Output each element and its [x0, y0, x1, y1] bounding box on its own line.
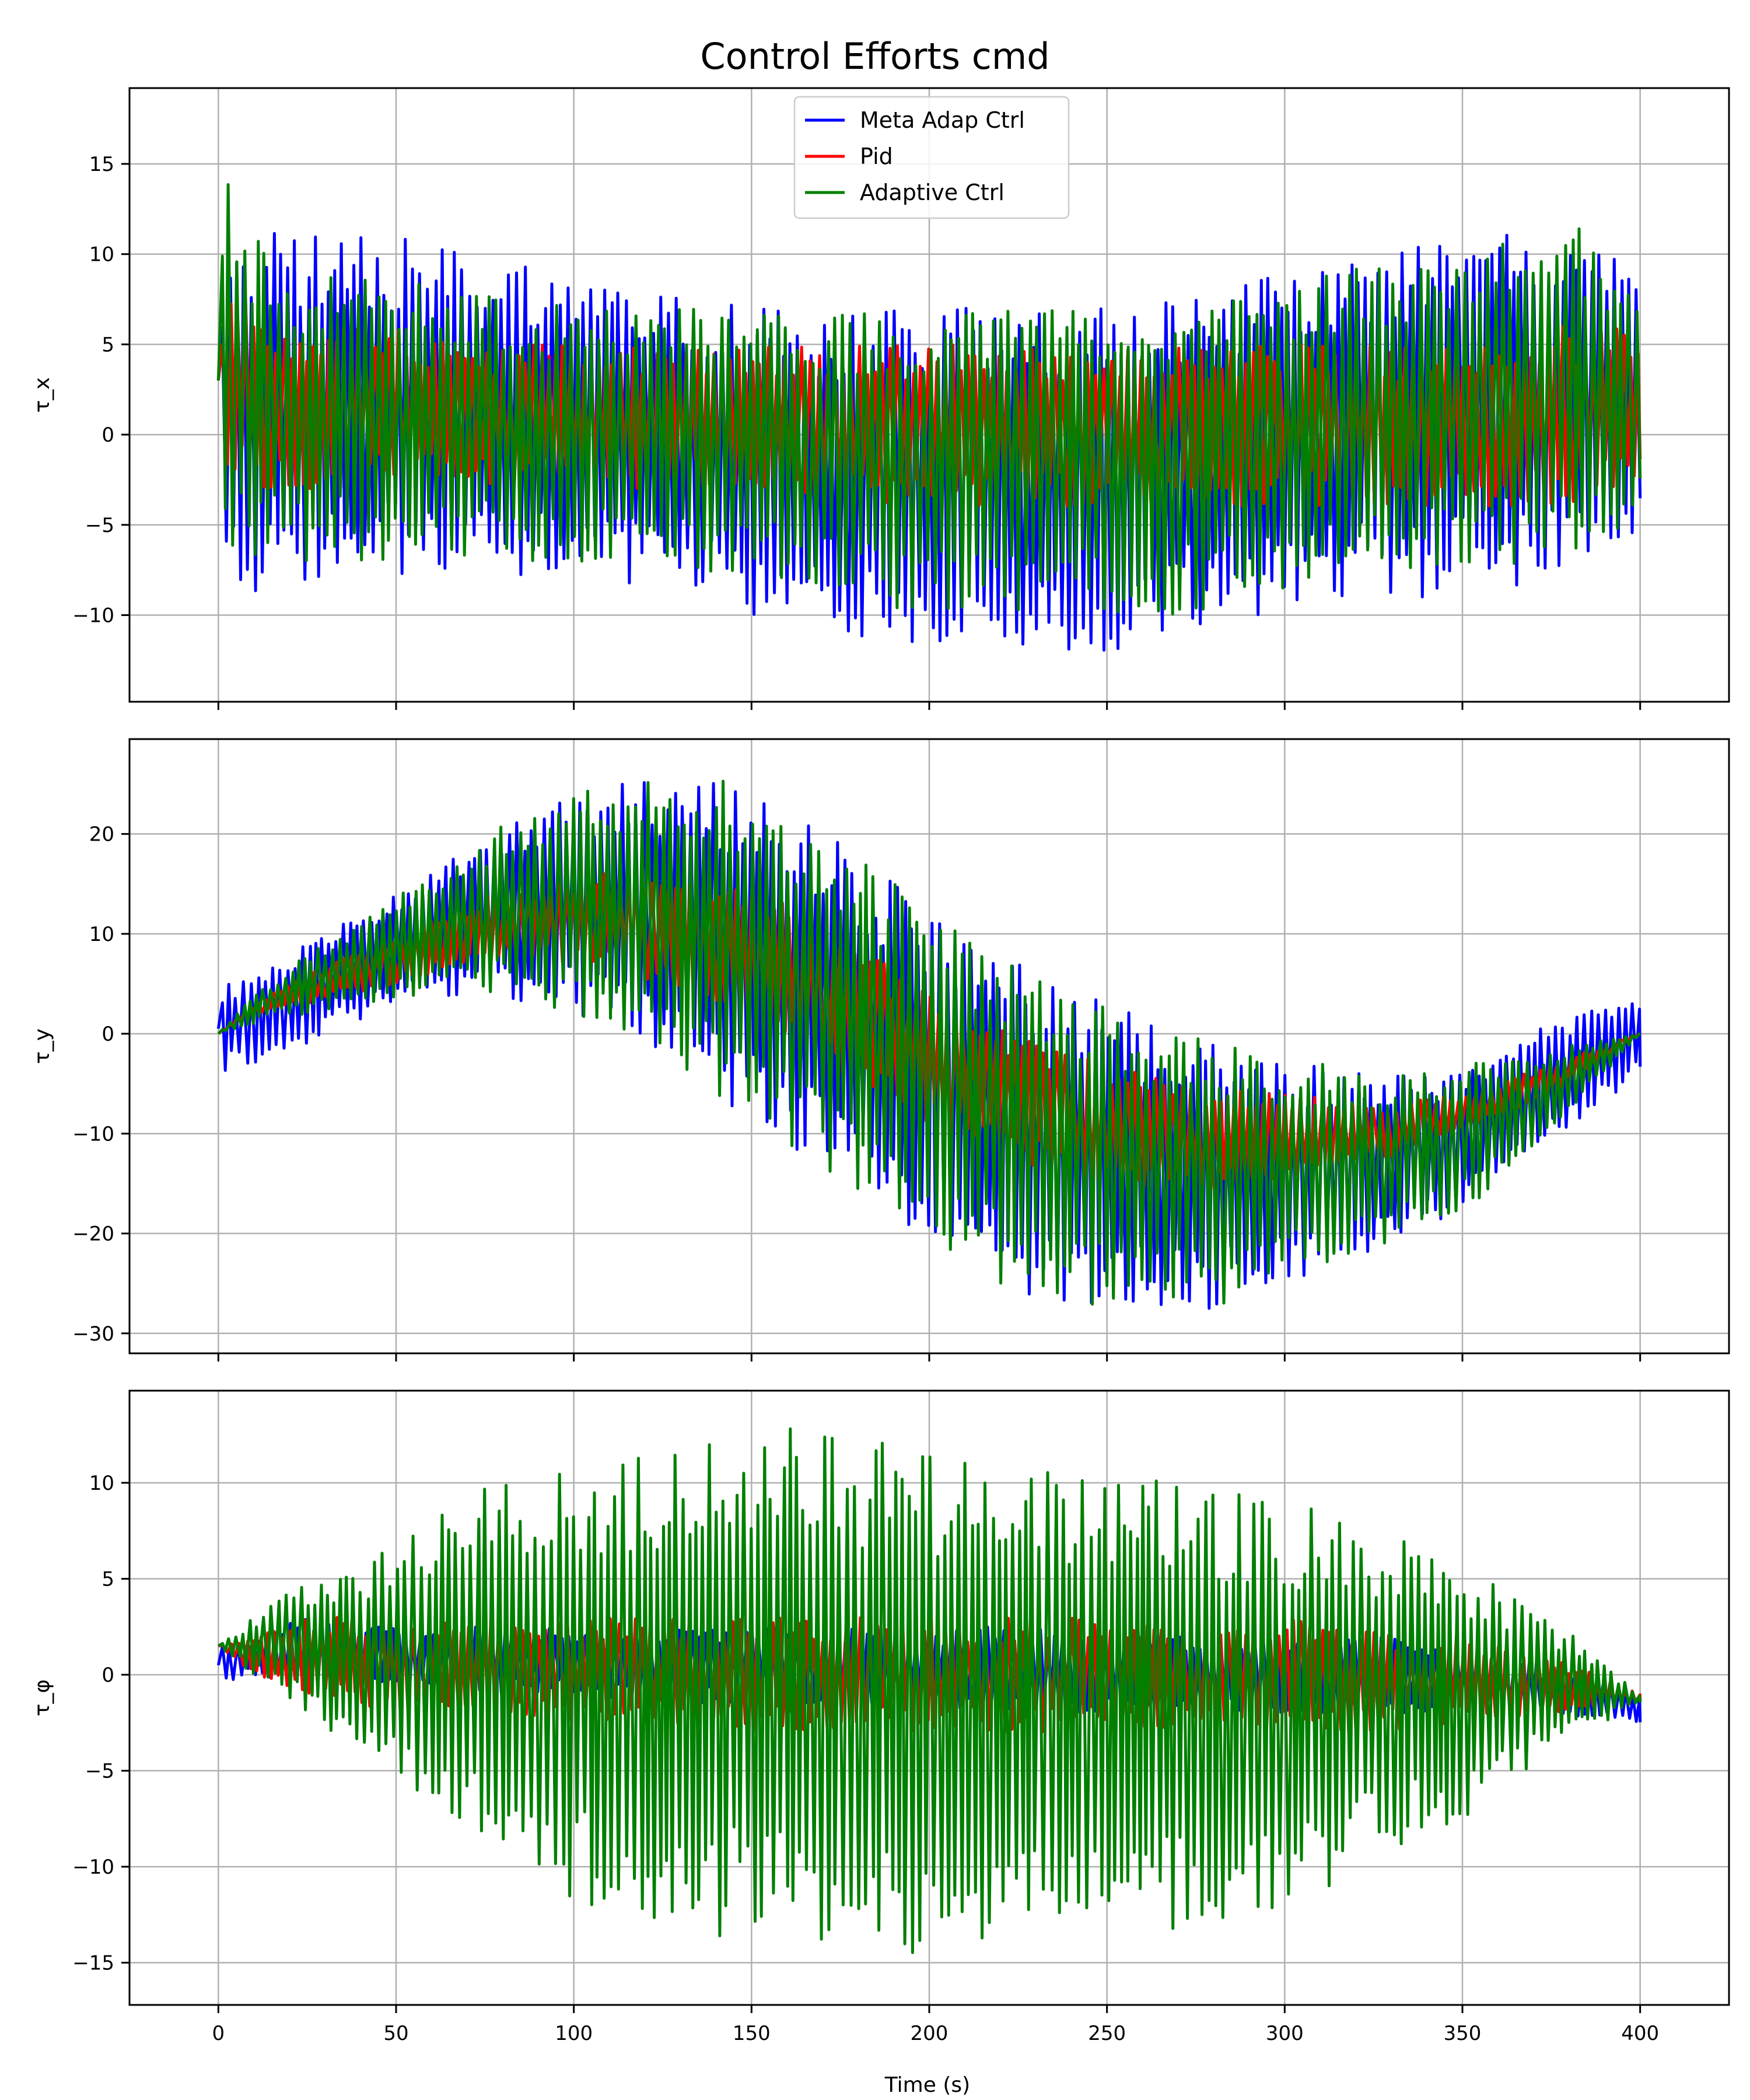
y-tick-label: −5: [85, 1760, 114, 1783]
legend-label: Meta Adap Ctrl: [860, 107, 1025, 133]
series-group: [216, 1427, 1642, 1954]
y-tick-label: 10: [89, 243, 114, 267]
y-tick-label: −10: [72, 1856, 114, 1879]
series-line-adaptive: [217, 779, 1641, 1306]
x-tick-label: 250: [1088, 2022, 1126, 2045]
y-tick-label: −20: [72, 1223, 114, 1246]
y-tick-label: −10: [72, 604, 114, 627]
x-tick-label: 300: [1266, 2022, 1304, 2045]
y-tick-label: 0: [102, 1023, 114, 1046]
x-tick-label: 0: [212, 2022, 225, 2045]
x-tick-label: 350: [1444, 2022, 1482, 2045]
y-tick-label: −5: [85, 514, 114, 537]
x-axis-label: Time (s): [884, 2073, 970, 2097]
subplot-1: −10 −5 0 5 10 15 τ_x Meta Adap Ctrl Pid Adaptive …: [30, 87, 1730, 710]
y-tick-label: −30: [72, 1322, 114, 1346]
y-tick-label: 20: [89, 823, 114, 846]
x-tick-label: 200: [911, 2022, 949, 2045]
y-tick-label: 10: [89, 1472, 114, 1495]
series-line-adaptive: [216, 183, 1642, 616]
x-tick-label: 150: [733, 2022, 771, 2045]
y-tick-label: 5: [102, 1567, 114, 1591]
x-tick-label: 400: [1621, 2022, 1659, 2045]
y-axis-label: τ_φ: [30, 1679, 54, 1716]
y-tick-label: −10: [72, 1122, 114, 1146]
y-tick-label: 0: [102, 1664, 114, 1687]
legend: Meta Adap Ctrl Pid Adaptive Ctrl: [793, 96, 1070, 219]
y-axis-label: τ_x: [30, 377, 54, 413]
series-group: [216, 779, 1642, 1310]
subplot-2: −30 −20 −10 0 10 20 τ_y: [30, 738, 1730, 1362]
legend-box: [793, 96, 1070, 219]
x-tick-label: 50: [383, 2022, 408, 2045]
series-group: [216, 183, 1642, 652]
legend-label: Pid: [860, 144, 893, 169]
legend-label: Adaptive Ctrl: [860, 180, 1005, 205]
y-tick-label: 5: [102, 333, 114, 356]
y-tick-label: 0: [102, 424, 114, 447]
series-line-adaptive: [217, 1427, 1642, 1954]
y-tick-label: 10: [89, 923, 114, 946]
y-axis-label: τ_y: [30, 1028, 54, 1064]
x-tick-label: 100: [555, 2022, 593, 2045]
y-tick-label: −15: [72, 1952, 114, 1975]
y-tick-label: 15: [89, 153, 114, 176]
chart-title: Control Efforts cmd: [700, 35, 1049, 78]
